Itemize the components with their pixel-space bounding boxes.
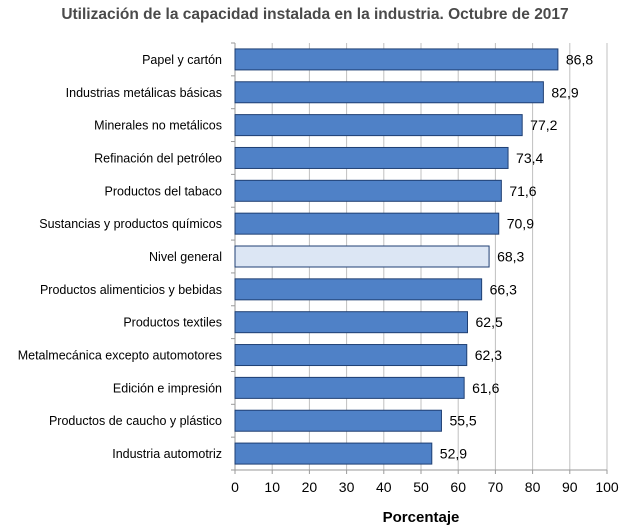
x-tick-label: 70 <box>488 479 504 495</box>
chart-title: Utilización de la capacidad instalada en… <box>61 6 569 23</box>
x-tick-label: 50 <box>413 479 429 495</box>
bar <box>234 442 433 465</box>
category-label: Papel y cartón <box>142 53 222 67</box>
x-tick-label: 30 <box>339 479 355 495</box>
x-tick-label: 60 <box>450 479 466 495</box>
category-label: Productos de caucho y plástico <box>49 414 222 428</box>
x-tick-label: 90 <box>562 479 578 495</box>
x-axis-title: Porcentaje <box>383 509 460 526</box>
bar <box>234 376 465 399</box>
category-label: Productos del tabaco <box>105 184 222 198</box>
bar <box>234 278 483 301</box>
bar <box>234 245 490 268</box>
category-label: Refinación del petróleo <box>94 151 222 165</box>
category-label: Sustancias y productos químicos <box>39 217 222 231</box>
bar <box>234 114 523 137</box>
x-tick-label: 0 <box>231 479 239 495</box>
value-label: 61,6 <box>472 380 499 396</box>
value-label: 71,6 <box>509 183 536 199</box>
value-label: 70,9 <box>507 216 534 232</box>
bar <box>234 48 559 71</box>
category-label: Industria automotriz <box>112 447 222 461</box>
category-label: Metalmecánica excepto automotores <box>18 349 222 363</box>
value-label: 82,9 <box>551 84 578 100</box>
x-tick-label: 10 <box>264 479 280 495</box>
x-tick-label: 100 <box>595 479 619 495</box>
value-label: 68,3 <box>497 249 524 265</box>
x-tick-label: 20 <box>302 479 318 495</box>
bar <box>234 311 468 334</box>
x-tick-label: 40 <box>376 479 392 495</box>
x-tick-label: 80 <box>525 479 541 495</box>
value-label: 62,3 <box>475 347 502 363</box>
value-label: 73,4 <box>516 150 543 166</box>
bar <box>234 179 502 202</box>
category-label: Nivel general <box>149 250 222 264</box>
bar <box>234 212 500 235</box>
bar <box>234 409 442 432</box>
category-label: Industrias metálicas básicas <box>66 86 222 100</box>
category-label: Productos textiles <box>123 316 222 330</box>
value-label: 77,2 <box>530 117 557 133</box>
category-label: Edición e impresión <box>113 381 222 395</box>
bar <box>234 81 544 104</box>
value-label: 66,3 <box>490 281 517 297</box>
value-label: 55,5 <box>449 413 476 429</box>
value-label: 62,5 <box>476 314 503 330</box>
bar <box>234 146 509 169</box>
bar <box>234 344 468 367</box>
category-label: Minerales no metálicos <box>94 119 222 133</box>
value-label: 86,8 <box>566 51 593 67</box>
value-label: 52,9 <box>440 446 467 462</box>
category-label: Productos alimenticios y bebidas <box>40 283 222 297</box>
